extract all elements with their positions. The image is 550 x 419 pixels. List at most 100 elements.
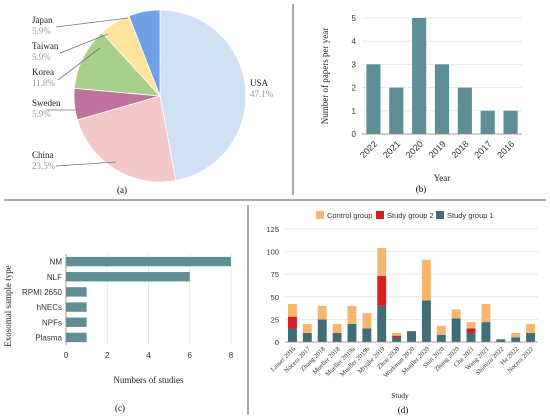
x-tick-label: 2 <box>105 351 110 360</box>
bar-2021 <box>389 87 404 134</box>
bar-segment-control-group <box>421 259 431 301</box>
bar-segment-study-group-1 <box>466 332 476 342</box>
legend-swatch <box>376 211 384 219</box>
bar-segment-study-group-1 <box>421 300 431 342</box>
y-tick-label: 1 <box>352 107 357 116</box>
bar-2020 <box>412 18 427 134</box>
bar-segment-control-group <box>526 323 536 333</box>
pie-value-label: 5.9% <box>32 52 51 62</box>
x-tick-label: 2021 <box>381 139 402 160</box>
x-tick-label: 0 <box>64 351 69 360</box>
x-axis-title: Year <box>434 173 451 183</box>
bar-hnecs <box>66 302 87 312</box>
pie-label: Sweden <box>32 98 61 108</box>
x-tick-label: 2018 <box>449 139 470 160</box>
legend-swatch <box>436 211 444 219</box>
y-tick-label: NLF <box>47 273 62 282</box>
x-tick-label: 2017 <box>472 139 493 160</box>
pie-value-label: 23.5% <box>32 161 56 171</box>
bar-segment-study-group-1 <box>347 323 357 342</box>
bar-segment-study-group-1 <box>302 332 312 342</box>
bar-segment-control-group <box>287 304 297 317</box>
panel-label-b: (b) <box>416 184 427 194</box>
x-tick-label: 8 <box>229 351 234 360</box>
bar-segment-control-group <box>511 332 521 338</box>
pie-value-label: 47.1% <box>250 89 274 99</box>
pie-value-label: 11.8% <box>32 78 55 88</box>
y-tick-label: Plasma <box>35 333 62 342</box>
y-tick-label: 125 <box>266 225 279 234</box>
bar-2017 <box>480 110 495 134</box>
bar-2016 <box>503 110 518 134</box>
x-tick-label: 2019 <box>427 139 448 160</box>
y-tick-label: hNECs <box>37 303 62 312</box>
y-tick-label: 0 <box>352 130 357 139</box>
panel-label-d: (d) <box>398 405 409 415</box>
bar-2019 <box>434 64 450 134</box>
bar-2018 <box>457 87 472 134</box>
pie-slice-korea <box>73 31 161 97</box>
bar-nlf <box>66 272 190 282</box>
bar-segment-control-group <box>392 332 402 336</box>
bar-segment-study-group-1 <box>511 337 521 342</box>
panel-c-horizontal-bar-chart: 0 2 4 6 8 NM NLF RPMI 2650 hNECs NPFs Plasma Number… <box>3 254 234 385</box>
bar-segment-study-group-2 <box>466 328 476 333</box>
pie-label: Japan <box>32 15 53 25</box>
panel-label-c: (c) <box>115 403 125 413</box>
x-axis-title: Numbers of studies <box>114 375 184 385</box>
bar-segment-study-group-1 <box>332 332 342 342</box>
pie-value-label: 5.9% <box>32 26 51 36</box>
pie-label: USA <box>250 78 269 88</box>
bar-segment-study-group-1 <box>392 337 402 342</box>
bar-nm <box>66 256 231 267</box>
panel-a-pie-chart: USA47.1%China23.5%Sweden5.9%Korea11.8%Ta… <box>32 9 274 183</box>
y-tick-label: 0 <box>275 338 279 347</box>
x-tick-label: 4 <box>146 351 151 360</box>
pie-leader-line <box>55 17 129 28</box>
legend-label: Control group <box>327 211 372 220</box>
bar-segment-study-group-1 <box>407 331 416 342</box>
y-tick-label: NM <box>50 258 63 267</box>
bar-segment-study-group-1 <box>436 334 446 342</box>
pie-label: Korea <box>32 67 54 77</box>
bar-segment-study-group-2 <box>377 276 387 306</box>
bar-segment-control-group <box>481 304 491 323</box>
pie-label: Taiwan <box>32 41 59 51</box>
pie-leader-line <box>55 161 117 167</box>
bar-segment-study-group-1 <box>481 322 491 342</box>
bar-segment-study-group-2 <box>392 335 402 338</box>
bar-segment-control-group <box>377 247 387 277</box>
x-axis-title: Study <box>391 391 409 400</box>
bar-2022 <box>366 64 381 134</box>
bar-segment-control-group <box>302 323 312 333</box>
panel-label-a: (a) <box>117 185 127 195</box>
x-tick-label: 2020 <box>404 139 425 160</box>
y-tick-label: 5 <box>352 14 357 23</box>
bar-segment-study-group-1 <box>496 339 506 342</box>
y-tick-label: NPFs <box>42 318 62 327</box>
y-tick-label: 2 <box>352 84 357 93</box>
legend-label: Study group 2 <box>387 211 434 220</box>
y-tick-label: 75 <box>271 270 279 279</box>
y-tick-label: 50 <box>271 293 279 302</box>
y-tick-label: 100 <box>266 248 279 257</box>
legend-label: Study group 1 <box>447 211 494 220</box>
pie-value-label: 5.9% <box>32 109 51 119</box>
y-tick-label: RPMI 2650 <box>22 288 63 297</box>
x-tick-label: 2022 <box>358 139 379 160</box>
bar-segment-study-group-2 <box>287 316 297 329</box>
bar-segment-study-group-1 <box>317 319 327 342</box>
bar-plasma <box>66 332 87 343</box>
bar-segment-study-group-1 <box>377 305 387 342</box>
bar-segment-control-group <box>347 305 357 324</box>
y-axis-title: Number of papers per year <box>320 28 330 124</box>
bar-npfs <box>66 317 87 327</box>
y-axis-title: Exosomal sample type <box>3 265 13 346</box>
y-tick-label: 4 <box>352 37 357 46</box>
x-tick-label: 2016 <box>495 139 516 160</box>
x-tick-label: 6 <box>188 351 193 360</box>
y-tick-label: 25 <box>271 315 279 324</box>
pie-slice-usa <box>159 9 247 181</box>
y-tick-label: 3 <box>352 60 357 69</box>
